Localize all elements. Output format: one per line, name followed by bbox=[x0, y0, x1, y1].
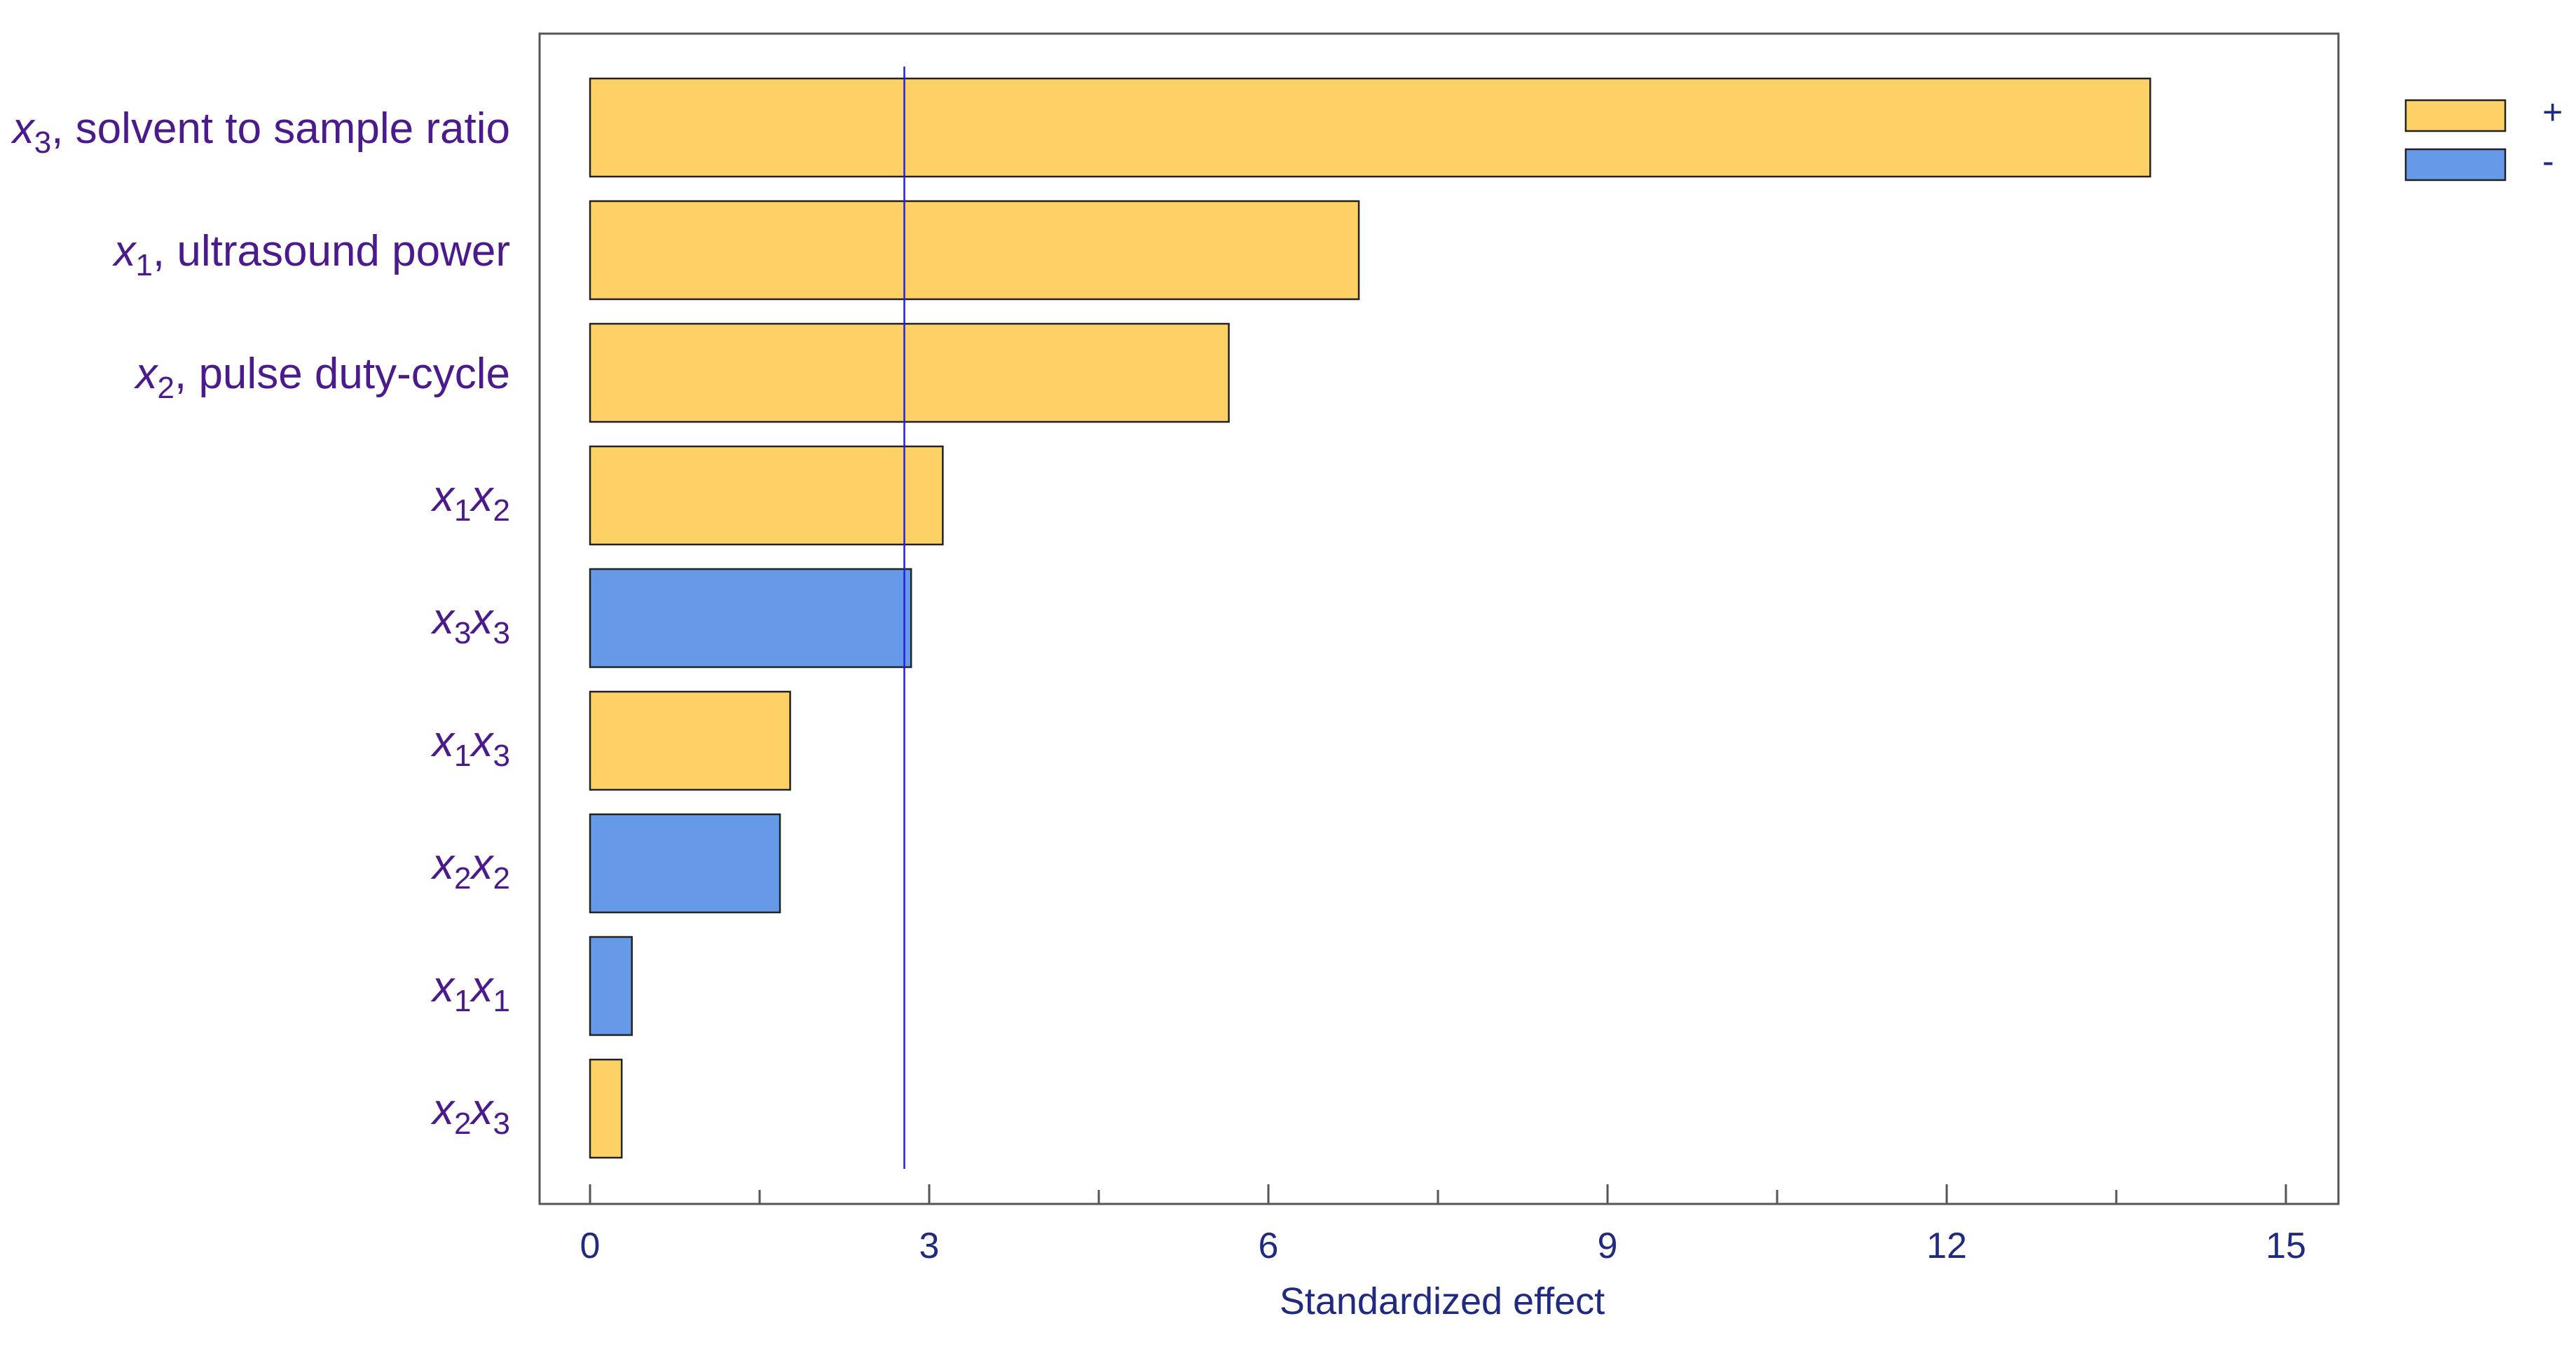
category-label: x1x1 bbox=[430, 963, 510, 1018]
bar bbox=[589, 813, 781, 914]
subscript: 1 bbox=[454, 984, 471, 1018]
legend: +- bbox=[2404, 93, 2563, 182]
label-text: , solvent to sample ratio bbox=[51, 104, 510, 153]
tick-label: 15 bbox=[2266, 1226, 2306, 1266]
subscript: 2 bbox=[493, 861, 510, 896]
variable-symbol: x bbox=[430, 595, 455, 643]
variable-symbol: x bbox=[430, 963, 455, 1011]
category-label: x2x3 bbox=[430, 1086, 510, 1141]
variable-symbol: x bbox=[470, 963, 495, 1011]
variable-symbol: x bbox=[430, 840, 455, 889]
tick-label: 0 bbox=[580, 1226, 601, 1266]
variable-symbol: x bbox=[470, 840, 495, 889]
bar bbox=[589, 568, 912, 669]
category-label: x2, pulse duty-cycle bbox=[134, 350, 510, 405]
legend-label: - bbox=[2542, 142, 2554, 181]
variable-symbol: x bbox=[430, 472, 455, 521]
label-text: , pulse duty-cycle bbox=[174, 350, 510, 398]
legend-label: + bbox=[2542, 93, 2563, 132]
variable-symbol: x bbox=[470, 472, 495, 521]
subscript: 1 bbox=[454, 739, 471, 773]
variable-symbol: x bbox=[430, 1086, 455, 1134]
tick-label: 3 bbox=[919, 1226, 940, 1266]
bar bbox=[589, 200, 1360, 301]
variable-symbol: x bbox=[111, 227, 137, 275]
tick-label: 6 bbox=[1259, 1226, 1279, 1266]
bar bbox=[589, 936, 633, 1036]
tick-label: 9 bbox=[1598, 1226, 1618, 1266]
category-label: x3, solvent to sample ratio bbox=[11, 104, 510, 160]
bar bbox=[589, 1058, 623, 1159]
subscript: 2 bbox=[454, 861, 471, 896]
subscript: 2 bbox=[493, 493, 510, 528]
subscript: 1 bbox=[493, 984, 510, 1018]
subscript: 3 bbox=[34, 125, 51, 160]
bar bbox=[589, 77, 2151, 178]
x-axis-ticks: 0 3 6 9 12 15 bbox=[580, 1184, 2306, 1266]
bar bbox=[589, 445, 944, 546]
category-label: x1, ultrasound power bbox=[111, 227, 510, 282]
variable-symbol: x bbox=[470, 718, 495, 766]
subscript: 2 bbox=[158, 371, 174, 405]
variable-symbol: x bbox=[470, 1086, 495, 1134]
variable-symbol: x bbox=[470, 595, 495, 643]
legend-swatch bbox=[2404, 99, 2507, 132]
variable-symbol: x bbox=[134, 350, 159, 398]
subscript: 1 bbox=[454, 493, 471, 528]
bar bbox=[589, 690, 791, 791]
bar bbox=[589, 322, 1230, 423]
x-axis-title: Standardized effect bbox=[1280, 1280, 1605, 1322]
subscript: 3 bbox=[454, 616, 471, 650]
tick-label: 12 bbox=[1926, 1226, 1967, 1266]
subscript: 2 bbox=[454, 1107, 471, 1141]
category-label: x2x2 bbox=[430, 840, 510, 896]
category-label: x3x3 bbox=[430, 595, 510, 650]
subscript: 3 bbox=[493, 616, 510, 650]
legend-swatch bbox=[2404, 148, 2507, 182]
variable-symbol: x bbox=[430, 718, 455, 766]
category-label: x1x2 bbox=[430, 472, 510, 528]
bars-layer bbox=[589, 77, 2151, 1159]
subscript: 1 bbox=[135, 248, 152, 282]
variable-symbol: x bbox=[11, 104, 36, 153]
subscript: 3 bbox=[493, 739, 510, 773]
subscript: 3 bbox=[493, 1107, 510, 1141]
category-label: x1x3 bbox=[430, 718, 510, 773]
label-text: , ultrasound power bbox=[153, 227, 510, 275]
